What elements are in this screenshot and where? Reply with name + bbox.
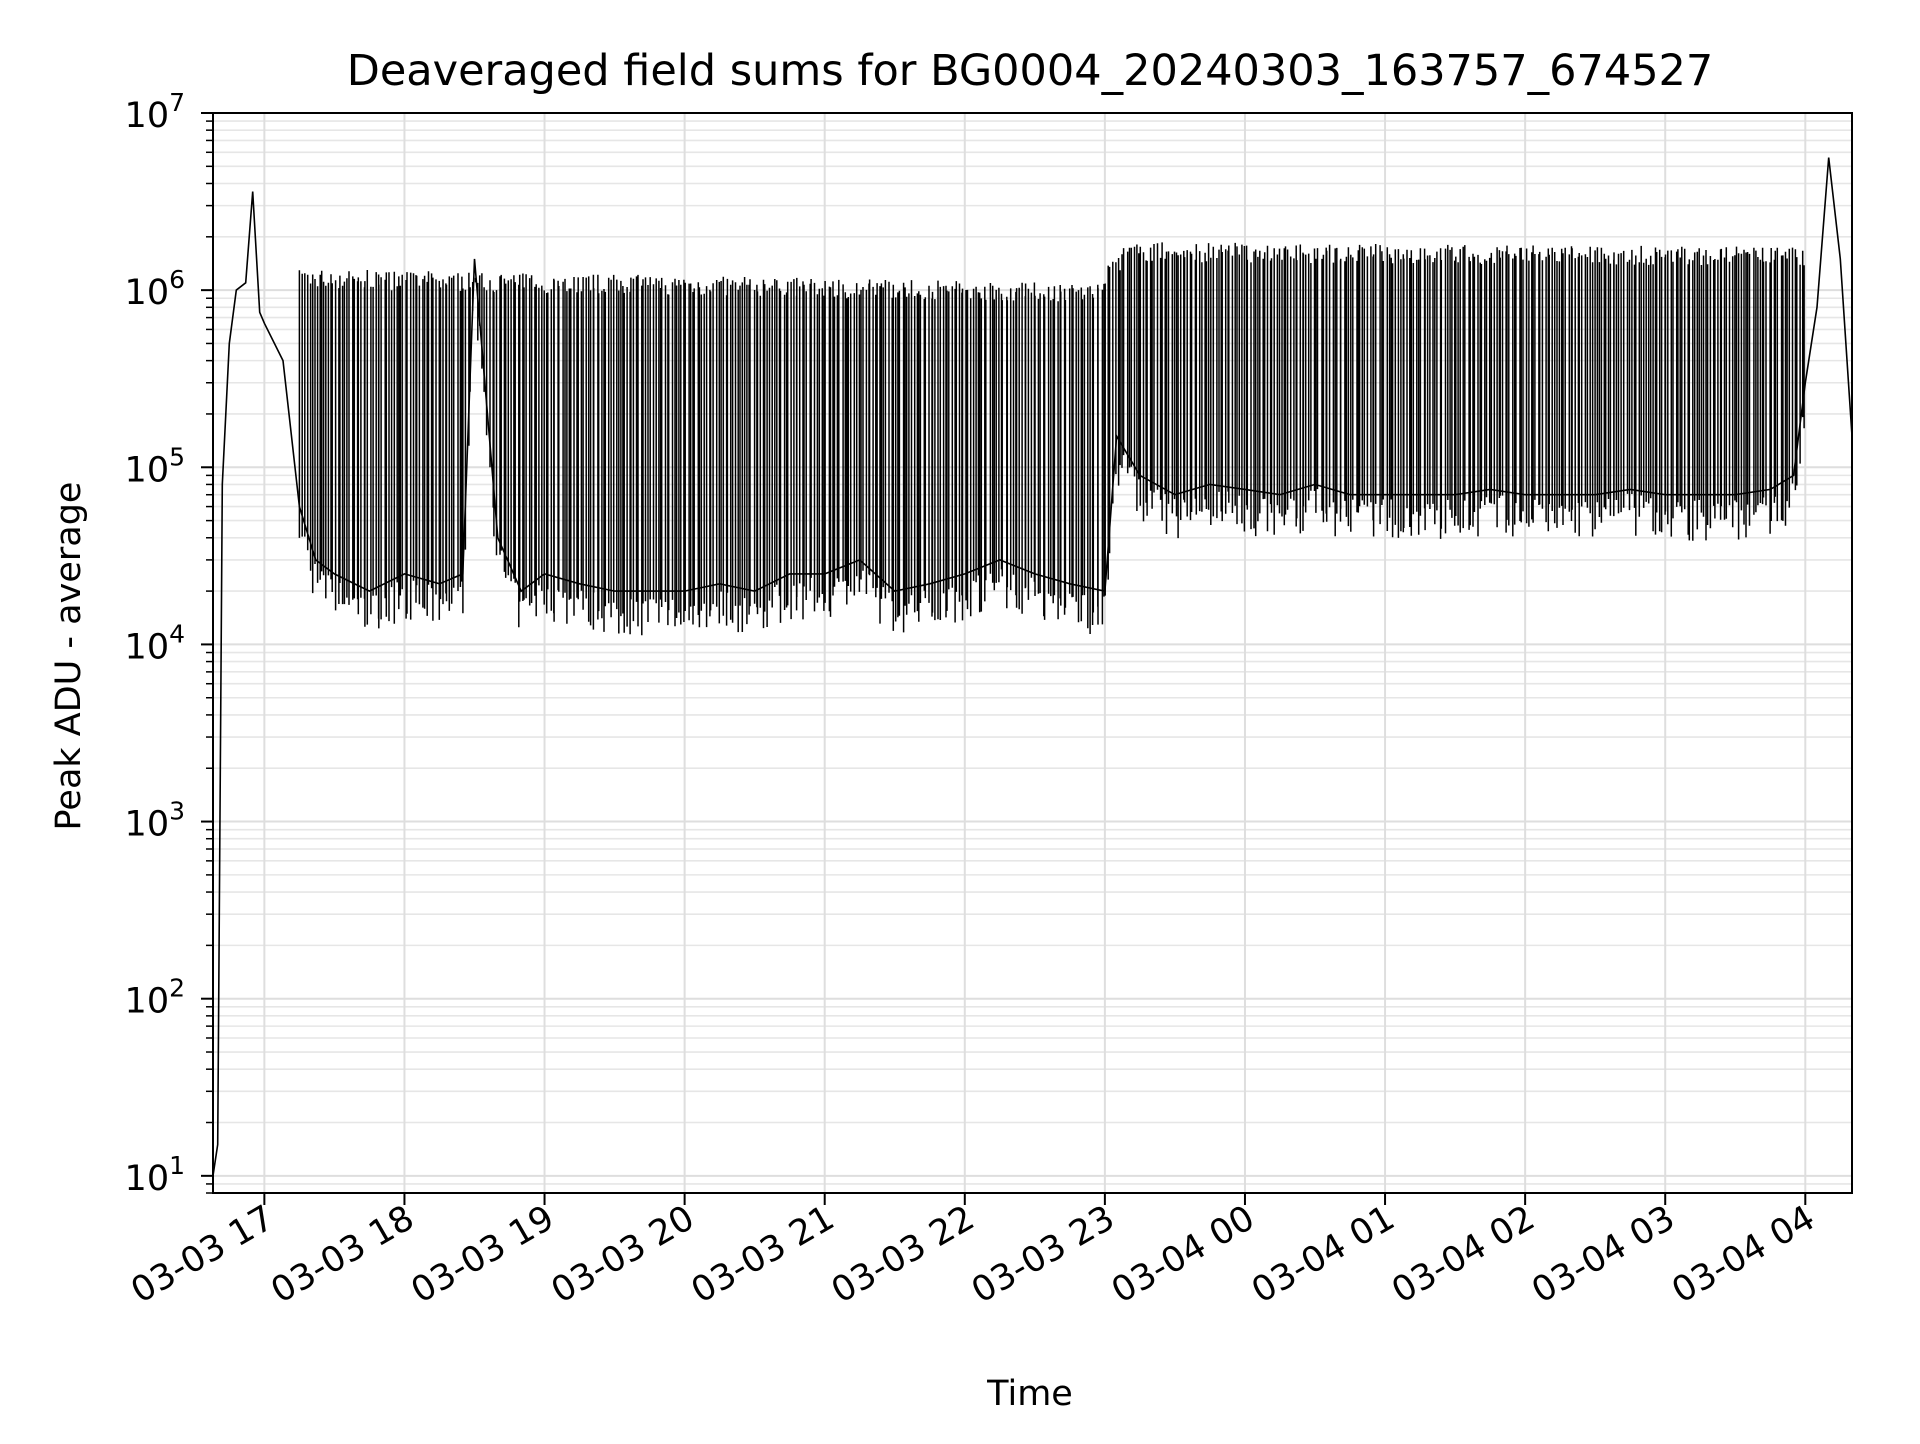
y-axis-label: Peak ADU - average [49,482,89,831]
x-axis-label: Time [986,1374,1073,1414]
y-tick-label: 106 [125,265,185,313]
y-tick-label: 104 [125,619,185,667]
chart-title: Deaveraged field sums for BG0004_2024030… [347,46,1714,96]
y-tick-label: 102 [125,974,185,1022]
y-axis-ticks: 101 102 103 104 105 106 107 [125,88,213,1199]
y-tick-label: 107 [125,88,185,136]
y-tick-label: 105 [125,442,185,490]
y-tick-label: 103 [125,797,185,845]
series-spikes [298,242,1805,636]
series-layer [212,157,1853,1176]
y-tick-label: 101 [125,1151,185,1199]
